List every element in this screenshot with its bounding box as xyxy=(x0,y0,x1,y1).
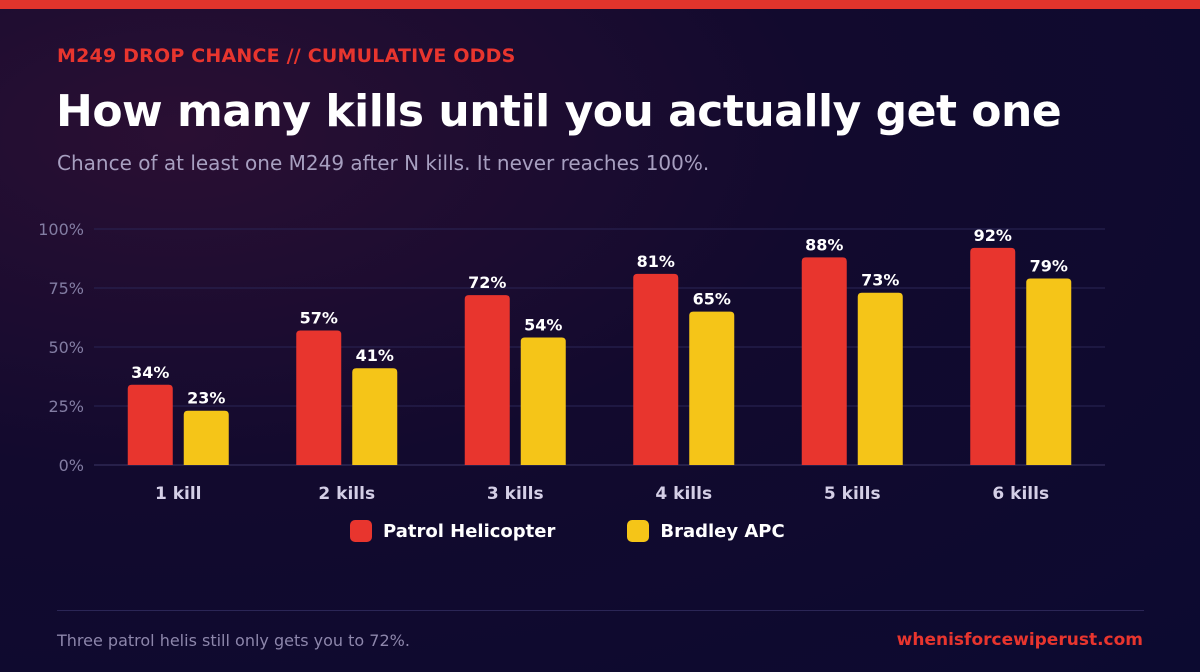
y-tick-label: 0% xyxy=(59,456,84,475)
chart-legend: Patrol Helicopter Bradley APC xyxy=(350,520,857,542)
chart-title: How many kills until you actually get on… xyxy=(56,86,1062,137)
y-tick-label: 50% xyxy=(48,338,84,357)
data-label: 92% xyxy=(974,226,1012,245)
data-label: 34% xyxy=(131,363,169,382)
bar-bradley-apc-5 xyxy=(857,292,903,465)
legend-label: Patrol Helicopter xyxy=(383,520,556,542)
data-labels: 34% 23% 57% 41% 72% 54% 81% 65% 88% 73% 92% 79% xyxy=(131,226,1068,408)
data-label: 72% xyxy=(468,273,506,292)
legend-item-bradley-apc: Bradley APC xyxy=(627,520,785,542)
data-label: 73% xyxy=(861,271,899,290)
data-label: 88% xyxy=(805,235,843,254)
bar-patrol-helicopter-5 xyxy=(801,257,847,465)
data-label: 23% xyxy=(187,389,225,408)
bar-bradley-apc-6 xyxy=(1026,278,1072,465)
x-tick-label: 1 kill xyxy=(155,484,202,504)
bar-bradley-apc-3 xyxy=(520,337,566,465)
y-tick-label: 100% xyxy=(38,220,84,239)
x-tick-label: 4 kills xyxy=(655,484,712,504)
legend-swatch-patrol-helicopter xyxy=(350,520,372,542)
data-label: 54% xyxy=(524,316,562,335)
data-label: 81% xyxy=(637,252,675,271)
chart-kicker: M249 DROP CHANCE // CUMULATIVE ODDS xyxy=(57,45,516,67)
bar-patrol-helicopter-2 xyxy=(296,330,342,465)
x-tick-label: 3 kills xyxy=(487,484,544,504)
x-axis-ticks: 1 kill 2 kills 3 kills 4 kills 5 kills 6 kill… xyxy=(155,484,1049,504)
footer-divider xyxy=(57,610,1144,611)
chart-subtitle: Chance of at least one M249 after N kill… xyxy=(57,151,710,175)
footer-site-link[interactable]: whenisforcewiperust.com xyxy=(896,630,1143,650)
bar-bradley-apc-4 xyxy=(689,311,735,465)
bar-patrol-helicopter-4 xyxy=(633,273,679,465)
bar-bradley-apc-2 xyxy=(352,368,398,465)
legend-item-patrol-helicopter: Patrol Helicopter xyxy=(350,520,555,542)
grid-lines xyxy=(94,228,1105,466)
top-accent-bar xyxy=(0,0,1200,9)
footer-note: Three patrol helis still only gets you t… xyxy=(57,631,410,650)
data-label: 65% xyxy=(693,290,731,309)
y-axis-ticks: 0% 25% 50% 75% 100% xyxy=(38,220,84,475)
bar-bradley-apc-1 xyxy=(183,410,229,465)
legend-swatch-bradley-apc xyxy=(627,520,650,542)
bars xyxy=(127,247,1072,465)
x-tick-label: 5 kills xyxy=(824,484,881,504)
y-tick-label: 75% xyxy=(48,279,84,298)
data-label: 79% xyxy=(1030,257,1068,276)
data-label: 41% xyxy=(356,346,394,365)
bar-patrol-helicopter-3 xyxy=(464,295,510,465)
bar-patrol-helicopter-1 xyxy=(127,384,173,465)
x-tick-label: 6 kills xyxy=(992,484,1049,504)
x-tick-label: 2 kills xyxy=(318,484,375,504)
legend-label: Bradley APC xyxy=(660,520,785,542)
data-label: 57% xyxy=(300,308,338,327)
bar-patrol-helicopter-6 xyxy=(970,247,1016,465)
y-tick-label: 25% xyxy=(48,397,84,416)
